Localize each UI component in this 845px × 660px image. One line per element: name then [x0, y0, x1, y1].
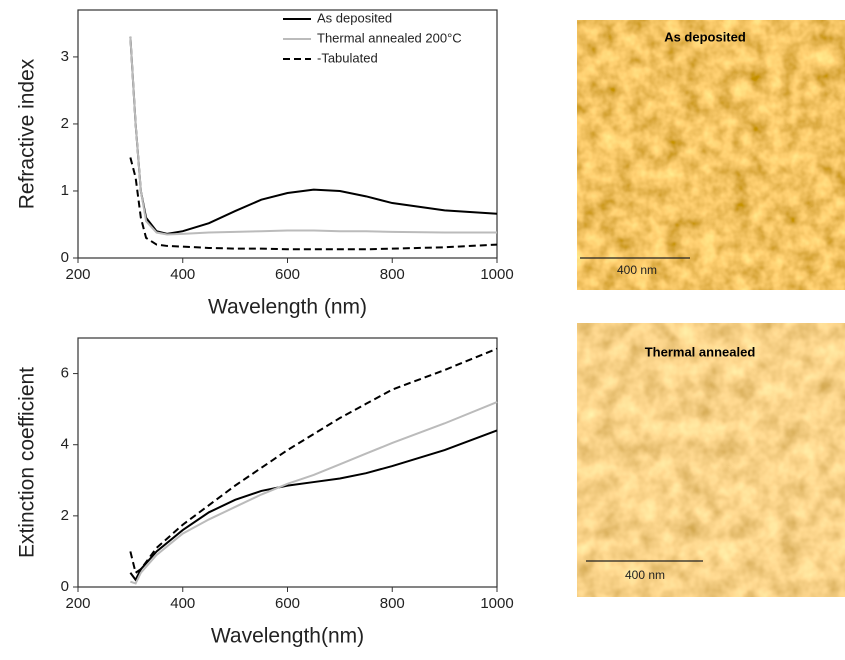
series-line: [130, 401, 498, 585]
x-tick-label: 600: [275, 266, 300, 283]
x-tick-label: 600: [275, 595, 300, 612]
series-line: [129, 347, 498, 575]
y-tick-label: 1: [61, 182, 69, 199]
series-line: [129, 157, 498, 251]
y-tick-label: 4: [61, 436, 69, 453]
x-tick-label: 200: [65, 595, 90, 612]
x-axis-label: Wavelength (nm): [208, 296, 367, 319]
y-axis-label: Refractive index: [16, 58, 39, 209]
y-tick-label: 3: [61, 48, 69, 65]
y-tick-label: 2: [61, 507, 69, 524]
x-tick-label: 200: [65, 266, 90, 283]
y-tick-label: 0: [61, 578, 69, 595]
x-tick-label: 800: [380, 266, 405, 283]
y-tick-label: 0: [61, 249, 69, 266]
legend-label: -Tabulated: [317, 50, 378, 65]
y-axis-label: Extinction coefficient: [16, 367, 39, 558]
x-axis-label: Wavelength(nm): [211, 625, 364, 648]
plot-frame: [77, 9, 498, 259]
scale-label: 400 nm: [617, 263, 657, 277]
x-tick-label: 800: [380, 595, 405, 612]
afm-image: [577, 20, 845, 290]
image-label: Thermal annealed: [645, 344, 756, 359]
series-line: [129, 429, 498, 582]
series-line: [129, 36, 498, 235]
y-tick-label: 2: [61, 115, 69, 132]
plot-frame: [77, 337, 498, 588]
x-tick-label: 1000: [480, 595, 513, 612]
series-line: [129, 36, 497, 236]
legend-label: Thermal annealed 200°C: [317, 30, 462, 45]
scale-label: 400 nm: [625, 568, 665, 582]
legend-label: As deposited: [317, 10, 392, 25]
image-label: As deposited: [664, 29, 746, 44]
afm-image: [577, 323, 845, 597]
x-tick-label: 1000: [480, 266, 513, 283]
y-tick-label: 6: [61, 365, 69, 382]
x-tick-label: 400: [170, 266, 195, 283]
x-tick-label: 400: [170, 595, 195, 612]
